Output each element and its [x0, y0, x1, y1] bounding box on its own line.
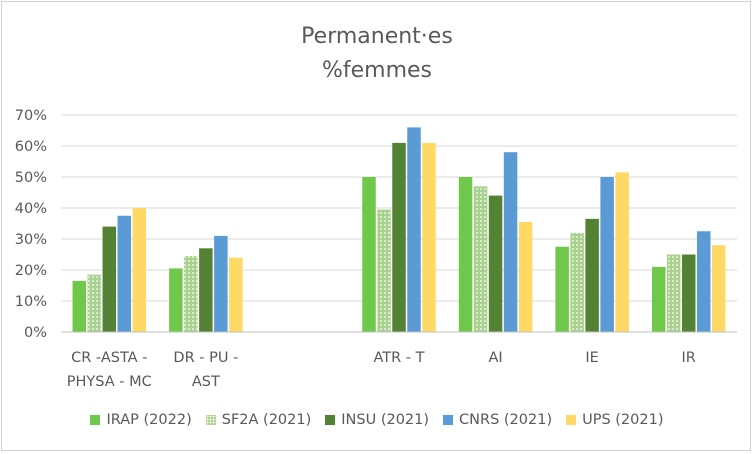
y-tick-label: 60%	[15, 139, 47, 155]
bar	[711, 245, 726, 332]
bar	[615, 172, 629, 332]
bar	[473, 186, 488, 332]
legend-swatch	[443, 415, 454, 425]
bar	[422, 142, 436, 332]
bar	[214, 235, 228, 332]
x-category-label: AI	[488, 350, 502, 366]
x-category-label: DR - PU -	[173, 350, 238, 366]
legend-item: INSU (2021)	[325, 412, 429, 428]
bar	[102, 226, 117, 332]
legend-item: CNRS (2021)	[443, 412, 552, 428]
legend-label: SF2A (2021)	[221, 412, 312, 428]
legend-swatch	[90, 415, 101, 425]
legend-swatch	[325, 415, 336, 425]
y-tick-label: 20%	[15, 263, 47, 279]
legend-label: INSU (2021)	[341, 412, 430, 428]
legend-label: UPS (2021)	[582, 412, 664, 428]
bar	[87, 274, 102, 332]
bar	[570, 232, 584, 332]
bar	[362, 177, 376, 332]
bar	[503, 152, 518, 332]
bar	[651, 266, 666, 332]
bar	[169, 268, 183, 332]
bar	[229, 257, 243, 332]
y-tick-label: 30%	[15, 232, 47, 248]
y-tick-label: 40%	[15, 201, 47, 217]
y-tick-label: 70%	[15, 108, 47, 124]
legend-swatch	[566, 415, 577, 425]
bar	[117, 215, 132, 332]
bar	[585, 218, 599, 332]
bar	[666, 254, 681, 332]
bar	[407, 127, 421, 333]
bar	[72, 280, 87, 332]
bar	[184, 256, 198, 332]
legend-label: CNRS (2021)	[459, 412, 553, 428]
x-category-label: CR -ASTA -	[71, 350, 147, 366]
x-category-label: AST	[192, 374, 220, 390]
y-tick-label: 0%	[24, 325, 47, 341]
x-category-label: ATR - T	[373, 350, 424, 366]
bar	[199, 248, 213, 332]
chart-subtitle: %femmes	[321, 58, 433, 83]
bar	[377, 209, 391, 332]
bar	[458, 177, 473, 332]
legend-item: IRAP (2022)	[90, 412, 192, 428]
y-tick-label: 50%	[15, 170, 47, 186]
chart-legend: IRAP (2022) SF2A (2021) INSU (2021) CNRS (2…	[0, 412, 754, 428]
bar	[132, 208, 147, 332]
bar	[392, 142, 406, 332]
legend-item: UPS (2021)	[566, 412, 664, 428]
x-category-label: IE	[585, 350, 598, 366]
legend-swatch	[205, 415, 216, 425]
legend-label: IRAP (2022)	[106, 412, 192, 428]
bar	[488, 195, 503, 332]
bar	[696, 231, 711, 332]
chart-title: Permanent·es	[301, 24, 453, 49]
x-category-label: PHYSA - MC	[67, 374, 152, 390]
bar	[600, 177, 614, 332]
x-category-label: IR	[682, 350, 696, 366]
legend-item: SF2A (2021)	[205, 412, 312, 428]
bar	[555, 246, 569, 332]
bar	[518, 221, 533, 332]
y-tick-label: 10%	[15, 294, 47, 310]
bar	[681, 254, 696, 332]
